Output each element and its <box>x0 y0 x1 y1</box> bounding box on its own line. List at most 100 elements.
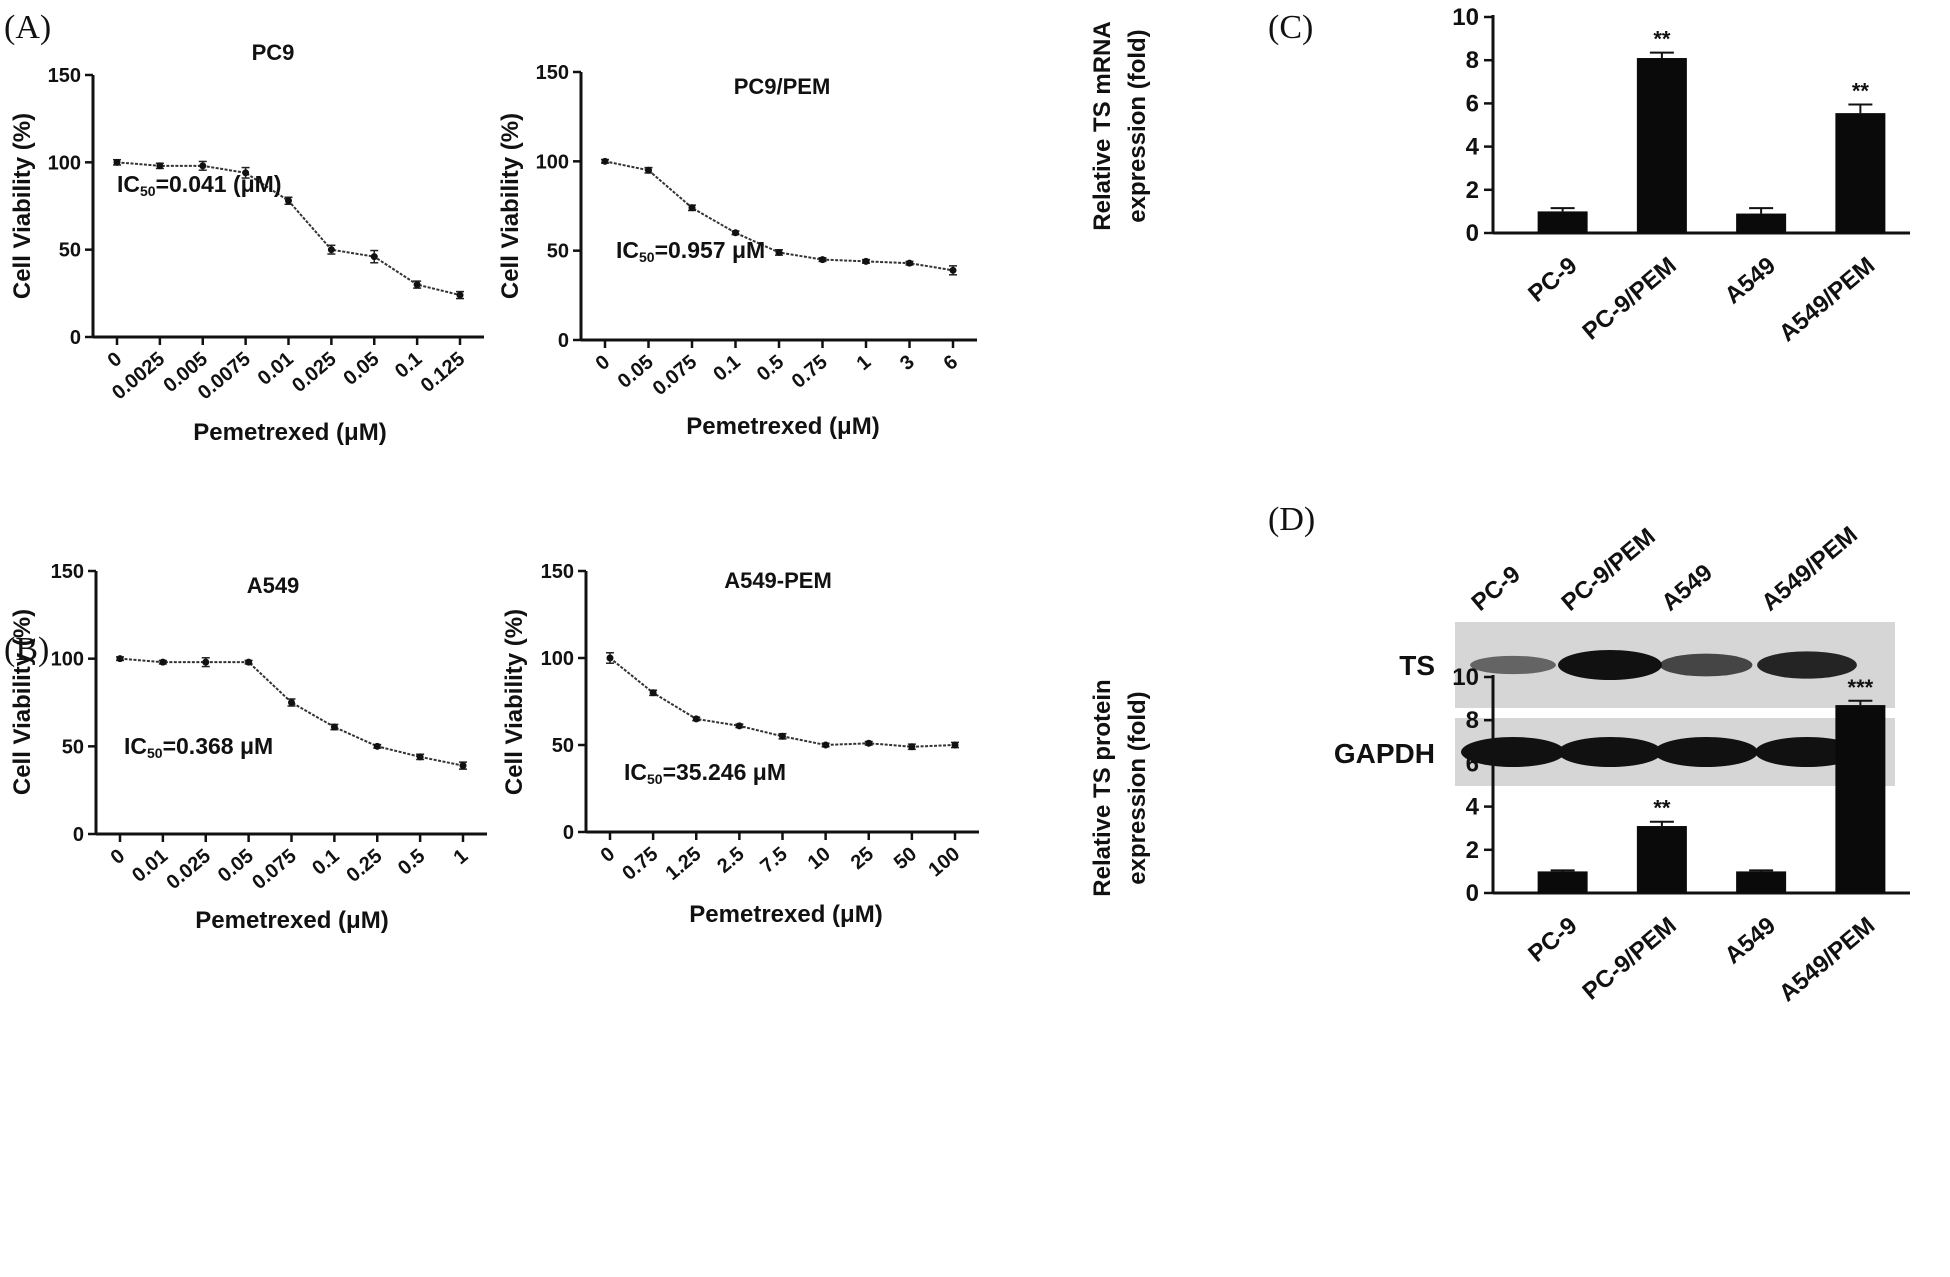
x-axis-label: Pemetrexed (μM) <box>193 419 386 446</box>
data-point <box>951 741 959 749</box>
x-tick-label: 0.75 <box>788 351 832 393</box>
data-point <box>862 257 870 265</box>
data-point <box>775 248 783 256</box>
y-tick-label: 6 <box>1466 90 1479 117</box>
lane-label: A549/PEM <box>1757 521 1863 616</box>
data-point <box>645 166 652 174</box>
chart-ts-mrna-expression: 0 2 4 6 8 10 PC-9 ** PC-9/PEM A549 ** A549/PEM Relat… <box>1089 4 1910 347</box>
x-tick-label: 1.25 <box>661 843 705 885</box>
x-tick-label: 0.25 <box>342 845 386 887</box>
category-label: A549/PEM <box>1774 912 1880 1007</box>
y-tick-label: 0 <box>73 824 84 846</box>
data-point <box>242 169 250 177</box>
x-tick-label: 25 <box>847 843 878 874</box>
y-axis-label: Cell Viability (%) <box>9 609 36 795</box>
y-tick-label: 0 <box>558 330 569 352</box>
y-tick-label: 0 <box>1466 220 1479 247</box>
blot-band <box>1757 651 1857 679</box>
data-point <box>819 256 826 264</box>
x-tick-label: 0.1 <box>709 351 744 386</box>
y-tick-label: 50 <box>59 240 81 262</box>
x-tick-label: 0.025 <box>288 348 340 397</box>
data-point <box>735 722 743 730</box>
x-tick-label: 0 <box>597 843 620 867</box>
x-tick-label: 0.125 <box>417 348 469 397</box>
x-tick-label: 3 <box>896 351 919 375</box>
significance-marker: *** <box>1848 675 1874 700</box>
lane-label: A549 <box>1657 559 1718 617</box>
data-point <box>606 654 614 662</box>
chart-title: A549 <box>247 573 300 598</box>
y-tick-label: 100 <box>48 152 81 174</box>
y-axis-label-line2: expression (fold) <box>1124 691 1151 884</box>
data-point <box>202 658 210 666</box>
data-point <box>456 291 464 299</box>
data-point <box>949 266 957 274</box>
y-axis-label: Cell Viability (%) <box>501 609 528 795</box>
panel-label-a: (A) <box>4 9 51 46</box>
blot-band <box>1659 653 1753 677</box>
y-tick-label: 6 <box>1466 750 1479 777</box>
data-point <box>822 741 830 749</box>
ic50-annotation: IC50=0.957 μM <box>616 237 765 265</box>
category-label: PC-9 <box>1523 252 1582 308</box>
y-axis-label: Cell Viability (%) <box>497 113 524 299</box>
data-point <box>649 689 657 697</box>
y-tick-label: 0 <box>563 822 574 844</box>
series-line <box>119 657 464 767</box>
data-point <box>288 699 295 706</box>
data-point <box>159 658 167 666</box>
x-tick-label: 0.5 <box>753 351 788 386</box>
data-point <box>779 732 786 740</box>
bar <box>1537 211 1588 233</box>
blot-band <box>1755 737 1859 767</box>
data-point <box>113 158 121 166</box>
category-label: A549 <box>1720 252 1781 310</box>
y-axis-label: Cell Viability (%) <box>9 113 36 299</box>
bar <box>1736 213 1787 233</box>
y-tick-label: 50 <box>552 735 574 757</box>
data-point <box>156 162 164 170</box>
significance-marker: ** <box>1852 78 1870 103</box>
ic50-annotation: IC50=35.246 μM <box>624 759 786 787</box>
x-tick-label: 7.5 <box>756 843 791 878</box>
category-label: A549/PEM <box>1774 252 1880 347</box>
x-tick-label: 0.5 <box>394 845 429 880</box>
data-point <box>416 753 424 761</box>
bar <box>1537 871 1588 893</box>
data-point <box>330 723 338 731</box>
y-tick-label: 10 <box>1452 4 1479 31</box>
ic50-annotation: IC50=0.368 μM <box>124 733 273 761</box>
x-tick-label: 1 <box>450 845 473 869</box>
x-tick-label: 0.05 <box>339 348 383 390</box>
y-tick-label: 100 <box>536 151 569 173</box>
blot-band <box>1558 737 1662 767</box>
chart-title: A549-PEM <box>724 568 832 593</box>
y-tick-label: 100 <box>51 649 84 671</box>
y-tick-label: 8 <box>1466 47 1479 74</box>
panel-label-b: (B) <box>4 631 49 668</box>
data-point <box>327 246 335 254</box>
y-tick-label: 4 <box>1466 794 1480 821</box>
x-tick-label: 0.025 <box>162 845 214 894</box>
y-tick-label: 100 <box>541 648 574 670</box>
data-point <box>601 157 609 165</box>
y-tick-label: 150 <box>536 62 569 84</box>
y-tick-label: 4 <box>1466 134 1480 161</box>
x-tick-label: 50 <box>890 843 921 874</box>
y-tick-label: 8 <box>1466 707 1479 734</box>
y-tick-label: 50 <box>547 241 569 263</box>
x-axis-label: Pemetrexed (μM) <box>686 413 879 440</box>
x-tick-label: 0 <box>107 845 130 869</box>
x-tick-label: 100 <box>925 843 965 881</box>
bar <box>1835 705 1886 893</box>
x-tick-label: 1 <box>853 351 876 375</box>
y-axis-label-line2: expression (fold) <box>1124 29 1151 222</box>
y-tick-label: 150 <box>51 561 84 583</box>
bar <box>1736 871 1787 893</box>
bar <box>1636 826 1687 893</box>
x-axis-label: Pemetrexed (μM) <box>195 907 388 934</box>
x-tick-label: 2.5 <box>713 843 748 878</box>
